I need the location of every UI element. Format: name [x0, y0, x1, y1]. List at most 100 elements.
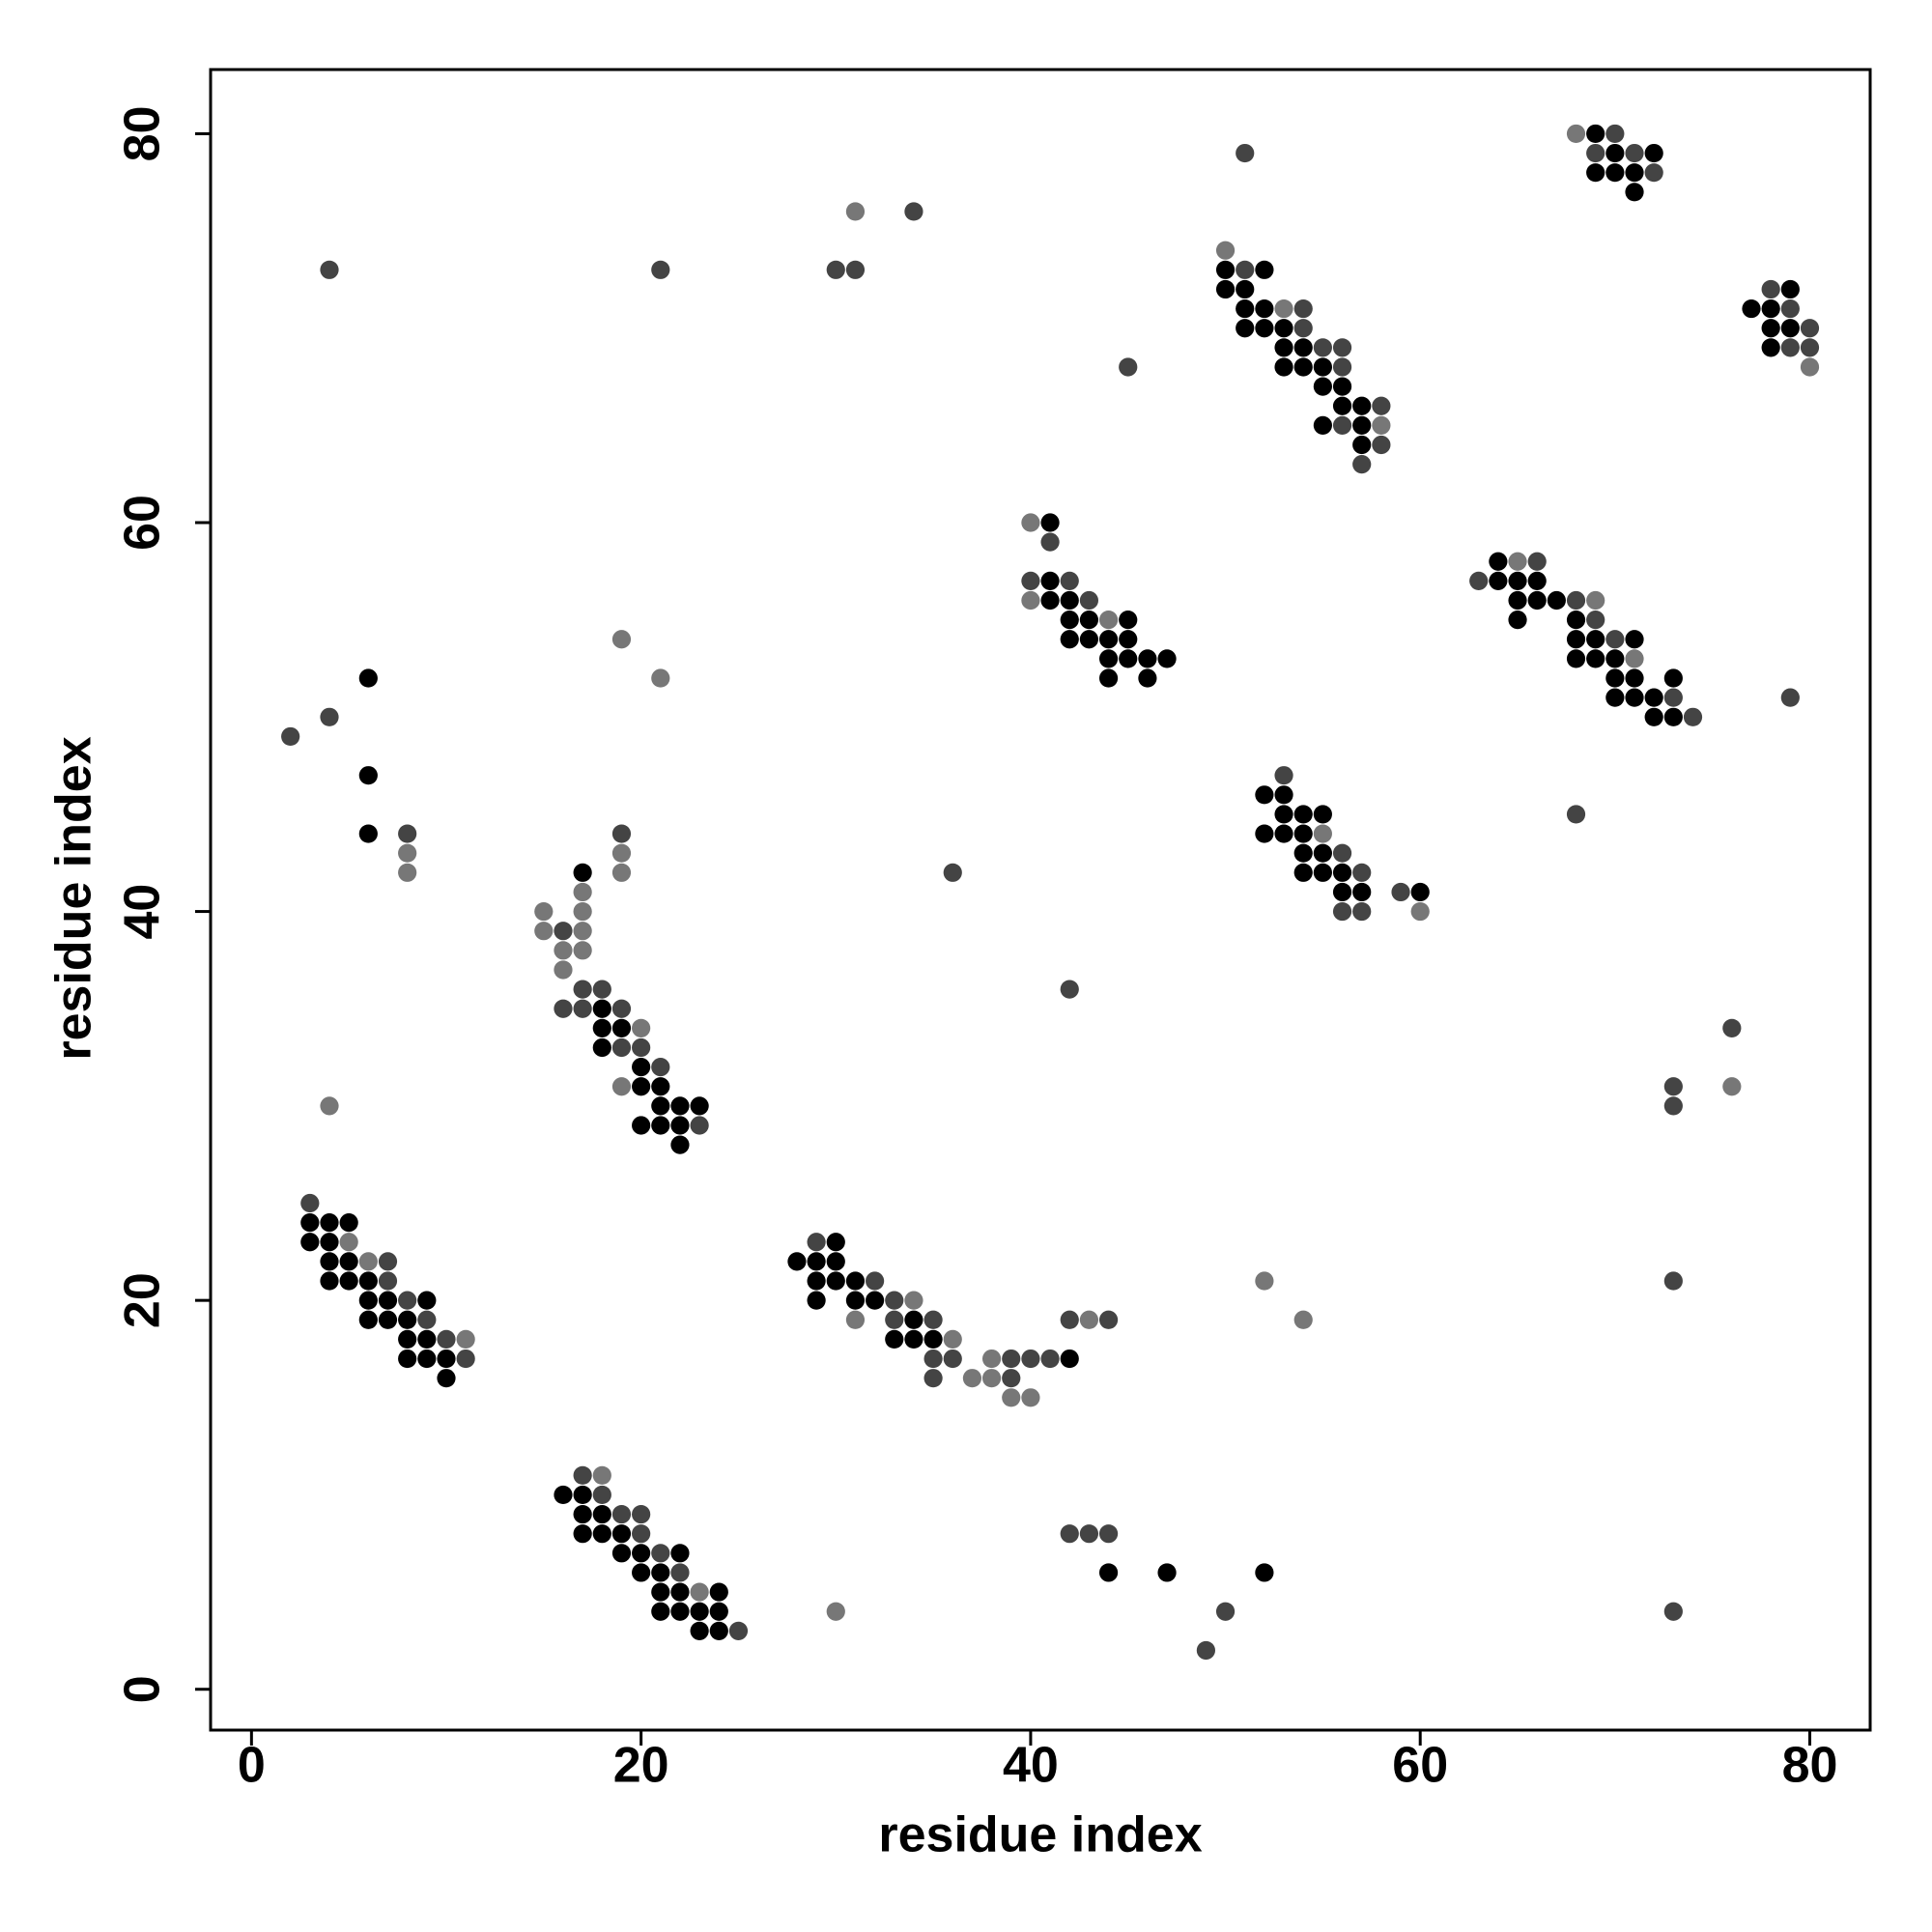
- point: [1332, 377, 1352, 396]
- point: [1098, 1524, 1119, 1544]
- point: [1586, 163, 1605, 183]
- point: [632, 1037, 651, 1058]
- point: [632, 1058, 651, 1077]
- point: [554, 941, 573, 960]
- point: [1489, 571, 1508, 590]
- point: [358, 1271, 378, 1291]
- point: [866, 1291, 885, 1310]
- point: [1002, 1349, 1021, 1369]
- y-tick-label: 20: [115, 1272, 171, 1328]
- point: [611, 1077, 632, 1096]
- point: [1644, 707, 1663, 726]
- point: [826, 260, 845, 279]
- point: [1605, 688, 1625, 707]
- point: [437, 1369, 456, 1388]
- point: [1352, 882, 1372, 902]
- point: [1293, 338, 1313, 357]
- point: [1566, 590, 1586, 611]
- point: [1274, 357, 1293, 377]
- point: [398, 863, 417, 882]
- point: [573, 1504, 592, 1524]
- point: [592, 1485, 611, 1505]
- point: [1663, 1602, 1683, 1621]
- point: [845, 1291, 866, 1310]
- point: [1236, 143, 1255, 163]
- point: [981, 1349, 1002, 1369]
- point: [670, 1544, 690, 1563]
- point: [1313, 863, 1332, 882]
- point: [1293, 805, 1313, 824]
- point: [885, 1310, 904, 1329]
- point: [1722, 1077, 1742, 1096]
- point: [611, 999, 632, 1018]
- point: [709, 1602, 728, 1621]
- point: [1236, 260, 1255, 279]
- point: [651, 260, 670, 279]
- point: [632, 1524, 651, 1544]
- point: [339, 1213, 358, 1233]
- point: [1780, 688, 1800, 707]
- point: [1255, 824, 1274, 843]
- x-tick-label: 0: [238, 1738, 266, 1794]
- point: [1372, 435, 1391, 455]
- point: [1586, 649, 1605, 668]
- point: [398, 1291, 417, 1310]
- point: [709, 1582, 728, 1602]
- point: [1761, 279, 1780, 299]
- point: [1079, 611, 1099, 630]
- point: [592, 1465, 611, 1485]
- point: [1119, 611, 1138, 630]
- x-tick-label: 40: [1003, 1738, 1059, 1794]
- point: [1002, 1369, 1021, 1388]
- point: [611, 824, 632, 843]
- point: [1060, 630, 1079, 649]
- point: [1469, 571, 1489, 590]
- point: [1566, 649, 1586, 668]
- point: [1410, 901, 1430, 922]
- point: [1527, 552, 1547, 571]
- point: [943, 1349, 962, 1369]
- point: [398, 843, 417, 863]
- point: [651, 1058, 670, 1077]
- point: [1800, 338, 1820, 357]
- point: [923, 1369, 943, 1388]
- point: [573, 999, 592, 1018]
- point: [1313, 415, 1332, 435]
- point: [1236, 279, 1255, 299]
- point: [398, 1349, 417, 1369]
- point: [1800, 357, 1820, 377]
- point: [1605, 649, 1625, 668]
- point: [1313, 843, 1332, 863]
- point: [417, 1349, 437, 1369]
- point: [690, 1602, 709, 1621]
- point: [1566, 805, 1586, 824]
- point: [611, 1504, 632, 1524]
- point: [573, 1465, 592, 1485]
- point: [554, 922, 573, 941]
- point: [651, 1096, 670, 1116]
- point: [1098, 630, 1119, 649]
- point: [845, 260, 866, 279]
- point: [358, 766, 378, 785]
- point: [1138, 649, 1157, 668]
- point: [651, 1544, 670, 1563]
- point: [1021, 590, 1040, 611]
- point: [1060, 1524, 1079, 1544]
- point: [1079, 590, 1099, 611]
- point: [573, 941, 592, 960]
- point: [690, 1621, 709, 1640]
- point: [456, 1329, 475, 1350]
- point: [904, 1310, 923, 1329]
- point: [611, 1544, 632, 1563]
- point: [904, 202, 923, 221]
- point: [1663, 688, 1683, 707]
- point: [1352, 396, 1372, 415]
- point: [592, 1037, 611, 1058]
- point: [1625, 143, 1644, 163]
- point: [1605, 630, 1625, 649]
- point: [1098, 611, 1119, 630]
- point: [1236, 319, 1255, 338]
- point: [1040, 513, 1060, 532]
- point: [651, 1582, 670, 1602]
- point: [534, 922, 554, 941]
